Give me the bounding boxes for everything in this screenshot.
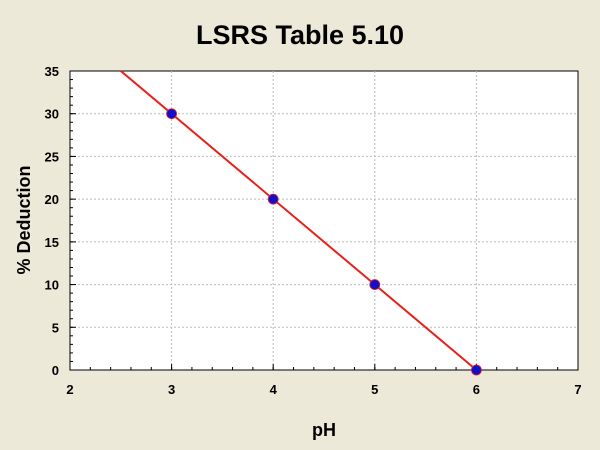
y-tick-label: 10 (45, 278, 59, 293)
x-tick-labels: 2 3 4 5 6 7 (66, 382, 581, 397)
data-point (470, 364, 482, 376)
data-point (267, 193, 279, 205)
y-tick-label: 0 (52, 363, 59, 378)
plot-area (69, 70, 579, 371)
x-tick-label: 6 (473, 382, 480, 397)
y-tick-label: 35 (45, 64, 59, 79)
series-layer (120, 70, 482, 376)
y-tick-label: 25 (45, 149, 59, 164)
data-point (166, 108, 178, 120)
x-tick-label: 4 (270, 382, 278, 397)
x-tick-label: 3 (168, 382, 175, 397)
fit-line (120, 70, 478, 371)
y-tick-labels: 0 5 10 15 20 25 30 35 (45, 64, 59, 378)
x-axis-label: pH (312, 420, 336, 440)
x-tick-label: 5 (371, 382, 378, 397)
y-tick-label: 15 (45, 235, 59, 250)
y-axis-label: % Deduction (14, 165, 34, 274)
chart-title: LSRS Table 5.10 (196, 20, 404, 50)
x-tick-label: 2 (66, 382, 73, 397)
data-point (369, 279, 381, 290)
y-tick-label: 20 (45, 192, 59, 207)
y-tick-label: 30 (45, 107, 59, 122)
y-tick-label: 5 (52, 320, 59, 335)
x-tick-label: 7 (574, 382, 581, 397)
